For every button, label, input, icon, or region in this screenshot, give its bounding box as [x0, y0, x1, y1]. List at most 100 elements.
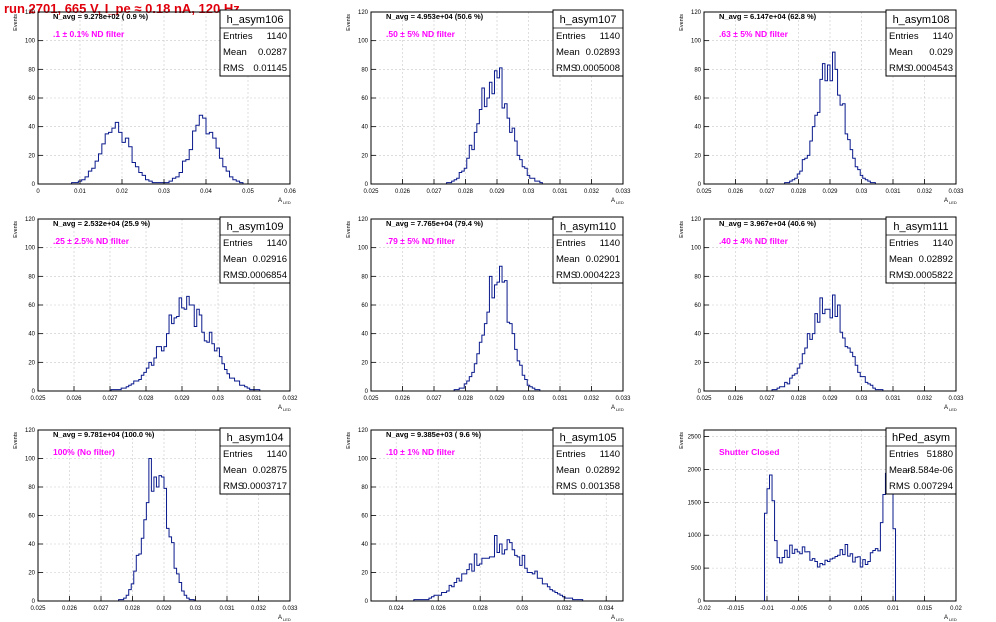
y-tick-label: 20 — [28, 571, 35, 577]
x-tick-label: 0.03 — [856, 189, 868, 195]
x-tick-label: -0.02 — [697, 606, 711, 612]
x-tick-label: 0.028 — [138, 396, 154, 402]
x-tick-label: 0.005 — [854, 606, 870, 612]
histogram-name: h_asym106 — [227, 14, 284, 26]
stats-label: Mean — [556, 465, 580, 476]
y-axis-label: Events — [346, 432, 352, 449]
y-tick-label: 20 — [361, 360, 368, 366]
stats-label: Mean — [889, 254, 913, 265]
y-tick-label: 80 — [28, 67, 35, 73]
stats-label: RMS — [223, 481, 244, 492]
x-tick-label: 0.01 — [887, 606, 899, 612]
y-tick-label: 100 — [25, 39, 36, 45]
y-tick-label: 40 — [28, 332, 35, 338]
x-tick-label: 0.029 — [822, 396, 838, 402]
stats-value: 0.0004543 — [908, 63, 953, 74]
x-tick-label: 0.029 — [822, 189, 838, 195]
x-tick-label: 0.028 — [791, 189, 807, 195]
y-tick-label: 20 — [694, 153, 701, 159]
x-tick-label: 0.031 — [246, 396, 262, 402]
x-tick-label: 0.06 — [284, 189, 296, 195]
x-axis-label-subscript: LED — [616, 407, 624, 412]
filter-annotation: .50 ± 5% ND filter — [386, 29, 456, 39]
histogram-line — [371, 534, 623, 602]
y-tick-label: 40 — [361, 125, 368, 131]
x-axis-label: A — [944, 615, 948, 621]
x-axis-label: A — [278, 615, 282, 621]
stats-label: Mean — [556, 254, 580, 265]
stats-value: 1140 — [267, 449, 287, 460]
y-axis-label: Events — [679, 221, 685, 238]
filter-annotation: Shutter Closed — [719, 447, 779, 457]
y-tick-label: 100 — [358, 457, 369, 463]
x-axis-label: A — [611, 615, 615, 621]
navg-annotation: N_avg = 2.532e+04 (25.9 %) — [53, 219, 151, 228]
x-tick-label: 0.026 — [62, 606, 78, 612]
x-tick-label: 0.032 — [584, 396, 600, 402]
y-tick-label: 100 — [358, 39, 369, 45]
histogram-name: h_asym104 — [227, 432, 284, 444]
x-axis-label: A — [278, 405, 282, 411]
y-tick-label: 60 — [361, 303, 368, 309]
y-axis-label: Events — [346, 221, 352, 238]
histogram-panel-h_asym106: 0 0.01 0.02 0.03 0.04 0.05 0.06 0 20 40 60 80 100 120… — [13, 9, 296, 205]
x-tick-label: 0.032 — [557, 606, 573, 612]
stats-box — [219, 427, 291, 495]
y-axis-label: Events — [679, 14, 685, 31]
stats-label: RMS — [556, 481, 577, 492]
filter-annotation: 100% (No filter) — [53, 447, 115, 457]
x-tick-label: 0.04 — [200, 189, 212, 195]
x-axis-label-subscript: LED — [616, 617, 624, 622]
y-tick-label: 0 — [698, 599, 702, 605]
stats-label: Mean — [889, 47, 913, 58]
x-tick-label: 0.03 — [212, 396, 224, 402]
y-tick-label: 120 — [25, 428, 36, 434]
x-tick-label: 0.033 — [282, 606, 298, 612]
y-tick-label: 0 — [365, 182, 369, 188]
x-tick-label: 0.02 — [950, 606, 962, 612]
y-tick-label: 80 — [694, 67, 701, 73]
x-tick-label: 0.05 — [242, 189, 254, 195]
y-tick-label: 120 — [25, 10, 36, 16]
filter-annotation: .25 ± 2.5% ND filter — [53, 236, 130, 246]
y-tick-label: 60 — [694, 96, 701, 102]
stats-value: 0.02901 — [586, 254, 620, 265]
x-tick-label: 0.028 — [458, 396, 474, 402]
x-tick-label: 0.03 — [158, 189, 170, 195]
x-tick-label: 0.034 — [599, 606, 615, 612]
y-tick-label: 40 — [694, 332, 701, 338]
x-tick-label: 0.026 — [66, 396, 82, 402]
histogram-panel-hPed_asym: -0.02 -0.015 -0.01 -0.005 0 0.005 0.01 0.015 0.0… — [679, 427, 962, 622]
stats-value: 1140 — [600, 449, 620, 460]
x-tick-label: 0.029 — [489, 396, 505, 402]
stats-value: 0.02892 — [586, 465, 620, 476]
x-axis-label: A — [944, 405, 948, 411]
y-tick-label: 1500 — [688, 500, 702, 506]
y-tick-label: 2500 — [688, 435, 702, 441]
stats-value: -3.584e-06 — [907, 465, 953, 476]
x-tick-label: 0.03 — [856, 396, 868, 402]
x-tick-label: 0.026 — [431, 606, 447, 612]
x-tick-label: 0.028 — [458, 189, 474, 195]
x-tick-label: 0.027 — [93, 606, 109, 612]
x-tick-label: 0.015 — [917, 606, 933, 612]
histogram-panel-h_asym108: 0.025 0.026 0.027 0.028 0.029 0.03 0.031 0.032 0… — [679, 9, 964, 205]
x-tick-label: 0.027 — [759, 189, 775, 195]
stats-value: 0.02875 — [253, 465, 287, 476]
x-tick-label: 0.026 — [728, 189, 744, 195]
stats-box — [219, 9, 291, 77]
stats-value: 0.0287 — [258, 47, 287, 58]
x-tick-label: 0.027 — [426, 396, 442, 402]
y-tick-label: 20 — [361, 571, 368, 577]
x-tick-label: 0.03 — [523, 396, 535, 402]
x-tick-label: 0.025 — [696, 396, 712, 402]
y-tick-label: 100 — [25, 246, 36, 252]
y-tick-label: 60 — [28, 96, 35, 102]
y-tick-label: 20 — [28, 360, 35, 366]
x-tick-label: 0.033 — [948, 396, 964, 402]
x-axis-label-subscript: LED — [283, 407, 291, 412]
y-axis-label: Events — [13, 432, 19, 449]
x-tick-label: 0.032 — [251, 606, 267, 612]
stats-label: Mean — [889, 465, 913, 476]
